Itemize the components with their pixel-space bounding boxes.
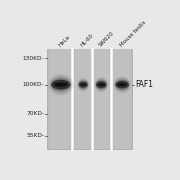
Ellipse shape [116,81,129,89]
Ellipse shape [96,80,107,89]
Ellipse shape [114,76,131,93]
FancyBboxPatch shape [93,49,109,149]
FancyBboxPatch shape [75,49,91,149]
Ellipse shape [118,83,127,86]
Ellipse shape [98,83,105,86]
Text: HeLa: HeLa [57,34,71,47]
Text: 55KD-: 55KD- [26,133,44,138]
Ellipse shape [115,78,130,91]
Ellipse shape [77,78,89,91]
Ellipse shape [50,76,72,93]
Text: HL-60: HL-60 [80,32,94,47]
FancyBboxPatch shape [50,49,72,149]
FancyBboxPatch shape [113,49,131,149]
Text: 130KD-: 130KD- [23,56,44,61]
Ellipse shape [94,77,108,92]
Ellipse shape [79,82,88,88]
Ellipse shape [78,81,88,89]
Ellipse shape [49,74,73,95]
Ellipse shape [54,82,68,87]
Text: 100KD-: 100KD- [23,82,44,87]
Ellipse shape [96,81,107,88]
Ellipse shape [51,80,70,89]
Ellipse shape [115,80,129,90]
Text: FAF1: FAF1 [135,80,153,89]
Text: SW620: SW620 [98,30,115,47]
FancyBboxPatch shape [47,49,132,149]
Ellipse shape [95,79,107,91]
Text: 70KD-: 70KD- [26,111,44,116]
Ellipse shape [51,78,71,91]
Ellipse shape [78,79,88,90]
Text: Mouse testis: Mouse testis [119,19,147,47]
Ellipse shape [80,83,86,86]
